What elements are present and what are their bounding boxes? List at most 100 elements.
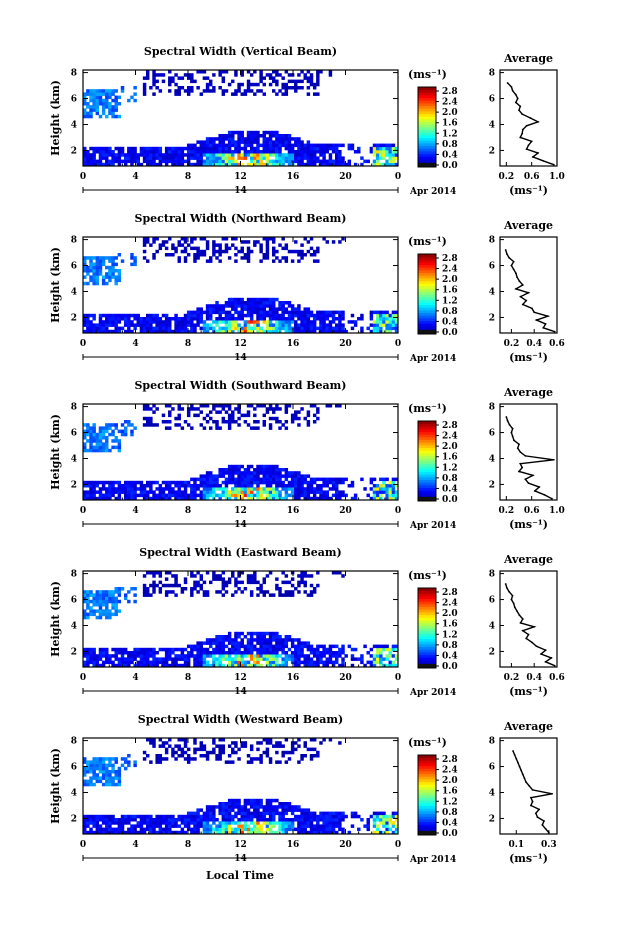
- profile-point: [521, 629, 524, 632]
- profile-point: [506, 82, 509, 84]
- colorbar-tick-label: 0.0: [442, 662, 458, 672]
- date-label: Apr 2014: [409, 688, 456, 698]
- colorbar-tick-label: 0.8: [442, 808, 458, 818]
- profile-x-tick-label: 0.2: [498, 172, 514, 182]
- profile-point: [508, 423, 511, 426]
- profile-point: [540, 653, 542, 655]
- profile-line: [505, 583, 555, 667]
- y-axis-label: Height (km): [49, 414, 62, 490]
- profile-point: [529, 117, 532, 119]
- profile-point: [525, 124, 528, 127]
- profile-y-tick-label: 2: [489, 313, 495, 323]
- profile-point: [518, 765, 521, 768]
- colorbar-tick-label: 1.2: [442, 463, 458, 473]
- profile-x-label: (ms⁻¹): [509, 685, 548, 698]
- profile-point: [523, 777, 526, 780]
- profile-point: [544, 649, 547, 652]
- x-tick-label: 4: [132, 840, 138, 850]
- profile-x-tick-label: 0.1: [508, 840, 524, 850]
- profile-point: [513, 753, 516, 756]
- colorbar-units: (ms⁻¹): [408, 402, 447, 415]
- profile-point: [527, 291, 530, 294]
- profile-y-tick-label: 8: [489, 403, 495, 413]
- y-axis-label: Height (km): [49, 748, 62, 824]
- profile-point: [521, 773, 524, 776]
- date-label: Apr 2014: [409, 354, 456, 364]
- colorbar-tick-label: 1.2: [442, 630, 458, 640]
- x-tick-label: 8: [185, 673, 191, 683]
- x-tick-label: 12: [234, 172, 247, 182]
- profile-line: [512, 750, 553, 834]
- profile-point: [544, 827, 547, 830]
- profile-point: [535, 319, 538, 321]
- profile-point: [512, 602, 515, 605]
- day-label: 14: [234, 854, 247, 864]
- profile-point: [518, 443, 520, 446]
- profile-point: [521, 303, 524, 306]
- y-tick-label: 4: [71, 287, 77, 297]
- profile-x-tick-label: 1.0: [549, 506, 565, 516]
- y-tick-label: 2: [71, 146, 77, 156]
- profile-point: [519, 136, 522, 139]
- colorbar: 0.00.40.81.21.62.02.42.8: [417, 420, 458, 505]
- profile-x-tick-label: 0.6: [524, 172, 540, 182]
- x-tick-label: 0: [395, 506, 401, 516]
- profile-y-tick-label: 6: [489, 596, 495, 606]
- colorbar-tick-label: 0.8: [442, 307, 458, 317]
- profile-line: [505, 249, 555, 333]
- y-tick-label: 2: [71, 313, 77, 323]
- profile-point: [542, 326, 545, 329]
- x-tick-label: 20: [339, 840, 352, 850]
- profile-line: [505, 416, 554, 500]
- profile-point: [517, 761, 519, 764]
- day-label: 14: [234, 687, 247, 697]
- average-profile: Average 2 4 6 8 0.1 0.3 (ms⁻¹): [489, 720, 558, 865]
- profile-point: [528, 785, 531, 787]
- profile-point: [519, 621, 522, 624]
- profile-point: [536, 816, 539, 819]
- profile-y-tick-label: 8: [489, 236, 495, 246]
- profile-point: [504, 249, 507, 251]
- profile-point: [531, 788, 534, 791]
- profile-point: [552, 458, 555, 461]
- y-tick-label: 6: [71, 95, 77, 105]
- panel-title: Spectral Width (Vertical Beam): [144, 45, 337, 58]
- profile-point: [542, 159, 544, 162]
- profile-point: [506, 419, 509, 422]
- profile-point: [511, 89, 514, 92]
- profile-point: [513, 439, 515, 442]
- profile-point: [537, 120, 539, 123]
- profile-point: [508, 590, 511, 593]
- profile-point: [544, 660, 547, 663]
- colorbar-tick-label: 1.6: [442, 620, 458, 630]
- colorbar-tick-label: 2.4: [442, 432, 458, 442]
- y-tick-label: 2: [71, 480, 77, 490]
- profile-x-label: (ms⁻¹): [509, 184, 548, 197]
- x-tick-label: 16: [287, 673, 300, 683]
- profile-point: [553, 330, 556, 333]
- y-tick-label: 4: [71, 621, 77, 631]
- profile-frame: [499, 737, 558, 835]
- profile-y-tick-label: 8: [489, 69, 495, 79]
- profile-point: [546, 315, 549, 318]
- profile-y-tick-label: 8: [489, 737, 495, 747]
- local-time-label: Local Time: [206, 869, 274, 882]
- profile-frame: [499, 403, 558, 501]
- profile-point: [533, 311, 536, 314]
- profile-point: [510, 85, 513, 88]
- day-label: 14: [234, 520, 247, 530]
- y-axis-label: Height (km): [49, 581, 62, 657]
- colorbar-tick-label: 0.4: [442, 150, 458, 160]
- panel-1: Spectral Width (Vertical Beam) 2 4 6 8 Height…: [49, 45, 565, 197]
- profile-point: [543, 820, 545, 822]
- colorbar-units: (ms⁻¹): [408, 68, 447, 81]
- profile-point: [519, 462, 522, 465]
- heatmap-cells: [83, 70, 399, 167]
- colorbar-tick-label: 0.0: [442, 829, 458, 839]
- day-label: 14: [234, 186, 247, 196]
- colorbar: 0.00.40.81.21.62.02.42.8: [417, 754, 458, 839]
- profile-point: [521, 284, 524, 286]
- colorbar-tick-label: 0.0: [442, 328, 458, 338]
- profile-point: [511, 435, 514, 438]
- y-tick-label: 8: [71, 69, 77, 79]
